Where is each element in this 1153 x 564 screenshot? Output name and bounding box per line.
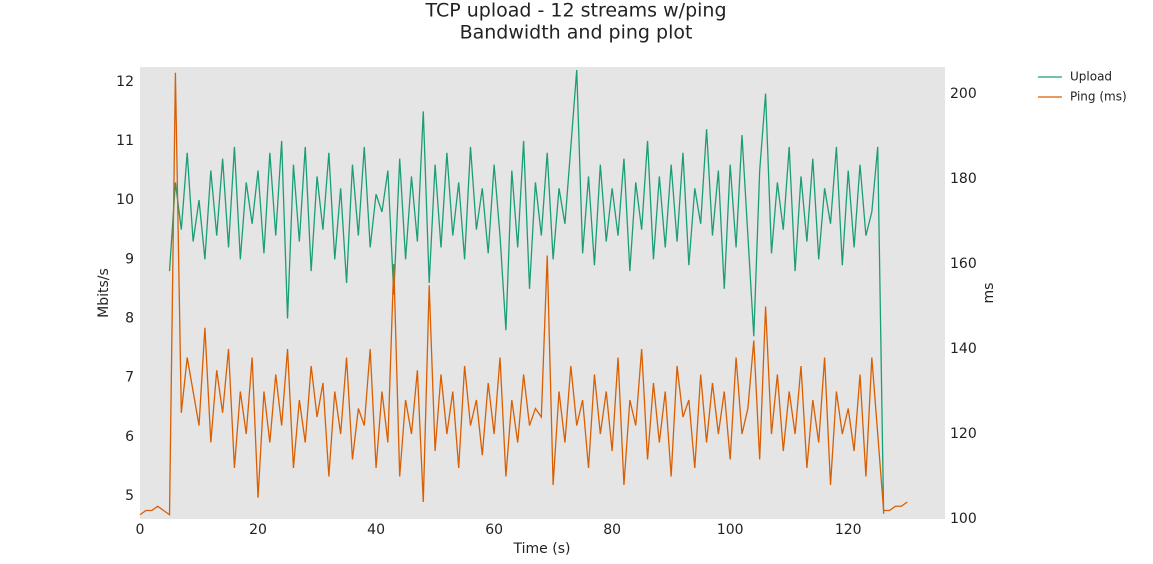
x-tick-label: 80 — [603, 522, 621, 538]
y-tick-label: 12 — [116, 74, 134, 90]
x-tick-label: 20 — [249, 522, 267, 538]
y2-tick-label: 140 — [950, 341, 977, 357]
legend-label: Ping (ms) — [1070, 90, 1127, 104]
plot-area — [140, 67, 945, 519]
chart-subtitle: Bandwidth and ping plot — [460, 22, 693, 44]
y2-axis-label: ms — [981, 283, 997, 304]
x-tick-label: 40 — [367, 522, 385, 538]
x-tick-label: 60 — [485, 522, 503, 538]
y2-tick-label: 100 — [950, 511, 977, 527]
y2-tick-label: 180 — [950, 171, 977, 187]
y2-tick-label: 120 — [950, 426, 977, 442]
series-line — [168, 69, 885, 514]
x-tick-label: 120 — [835, 522, 862, 538]
x-tick-label: 0 — [136, 522, 145, 538]
y2-tick-label: 200 — [950, 86, 977, 102]
y-axis-label: Mbits/s — [96, 268, 112, 318]
y-tick-label: 10 — [116, 192, 134, 208]
chart-title: TCP upload - 12 streams w/ping — [424, 0, 726, 22]
y-tick-label: 7 — [125, 370, 134, 386]
x-axis-label: Time (s) — [513, 541, 571, 557]
y2-tick-label: 160 — [950, 256, 977, 272]
x-tick-label: 100 — [717, 522, 744, 538]
y-tick-label: 11 — [116, 133, 134, 149]
y-tick-label: 8 — [125, 310, 134, 326]
y-tick-label: 9 — [125, 251, 134, 267]
y-tick-label: 6 — [125, 429, 134, 445]
series-line — [139, 72, 908, 517]
legend-label: Upload — [1070, 70, 1112, 84]
y-tick-label: 5 — [125, 488, 134, 504]
